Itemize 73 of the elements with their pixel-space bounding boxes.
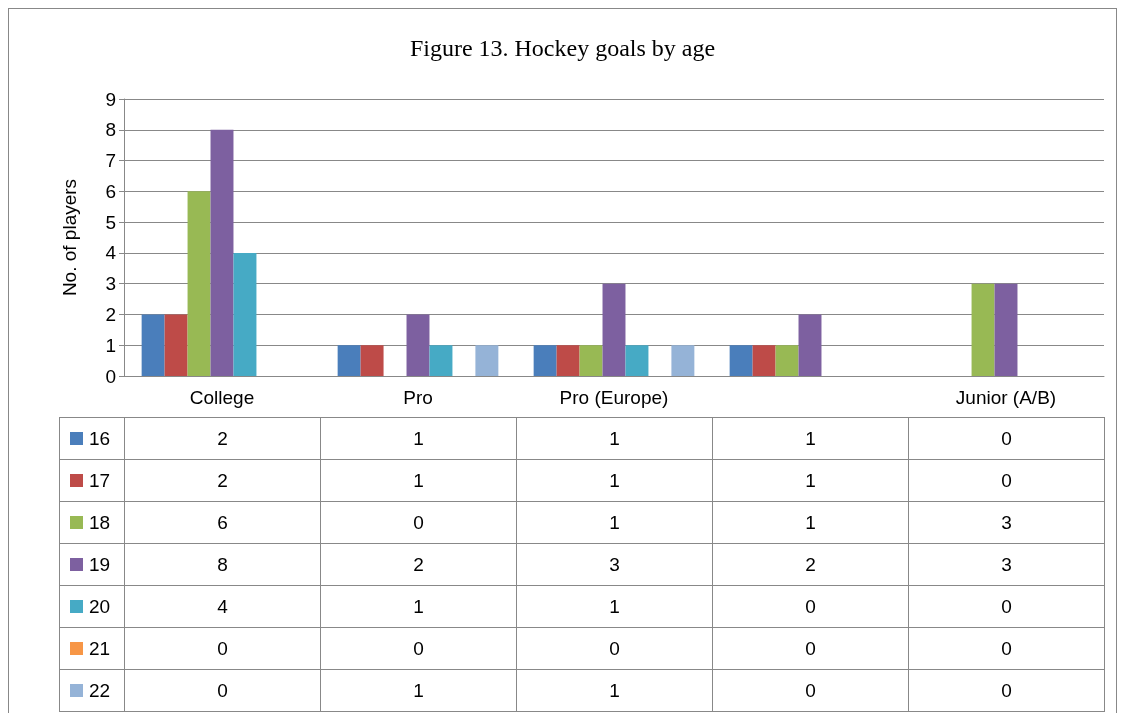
data-label: 1: [712, 501, 909, 544]
x-tick-label: Pro: [403, 387, 433, 408]
legend-label: 16: [89, 427, 111, 449]
bar: [625, 345, 649, 376]
data-label: 0: [712, 669, 909, 712]
x-tick-label: Pro (Europe): [559, 387, 669, 408]
data-label: 0: [712, 585, 909, 628]
data-label: 0: [320, 627, 517, 670]
x-tick-label: Junior (A/B): [955, 387, 1057, 408]
data-label: 1: [320, 585, 517, 628]
bar: [729, 345, 753, 376]
data-label: 1: [320, 459, 517, 502]
data-label: 1: [516, 417, 713, 460]
data-label: 0: [908, 459, 1105, 502]
bar: [233, 252, 257, 376]
legend-label: 22: [89, 679, 111, 701]
bar: [337, 345, 361, 376]
data-label: 0: [908, 669, 1105, 712]
bar: [406, 314, 430, 376]
legend-label: 19: [89, 553, 111, 575]
data-label: 2: [712, 543, 909, 586]
bar: [775, 345, 799, 376]
data-label: 1: [516, 669, 713, 712]
data-label: 1: [712, 417, 909, 460]
x-tick-label: College: [189, 387, 255, 408]
bar: [671, 345, 695, 376]
data-label: 1: [516, 501, 713, 544]
data-label: 0: [320, 501, 517, 544]
legend-label: 21: [89, 637, 111, 659]
y-axis-title: No. of players: [59, 178, 80, 297]
y-tick-label: 1: [105, 334, 116, 356]
y-tick-label: 8: [105, 119, 116, 141]
y-tick-label: 7: [105, 150, 116, 172]
legend-label: 20: [89, 595, 111, 617]
bar: [475, 345, 499, 376]
data-label: 2: [320, 543, 517, 586]
y-tick-label: 0: [105, 365, 116, 387]
bar: [971, 283, 995, 376]
data-label: 1: [516, 459, 713, 502]
data-label: 1: [320, 669, 517, 712]
bar: [141, 314, 165, 376]
bar: [533, 345, 557, 376]
data-label: 1: [712, 459, 909, 502]
bar: [579, 345, 603, 376]
data-label: 0: [908, 627, 1105, 670]
bar: [360, 345, 384, 376]
data-label: 0: [712, 627, 909, 670]
legend-label: 17: [89, 469, 111, 491]
y-tick-label: 6: [105, 180, 116, 202]
data-label: 0: [516, 627, 713, 670]
y-tick-label: 2: [105, 303, 116, 325]
y-tick-label: 3: [105, 273, 116, 295]
bar: [187, 191, 211, 376]
data-label: 3: [516, 543, 713, 586]
data-label: 1: [516, 585, 713, 628]
bar: [994, 283, 1018, 376]
y-tick-label: 4: [105, 242, 117, 264]
y-tick-label: 9: [105, 88, 116, 110]
bar: [602, 283, 626, 376]
data-label: 1: [320, 417, 517, 460]
bar: [210, 129, 234, 376]
data-label: 3: [908, 543, 1105, 586]
bar: [752, 345, 776, 376]
bar: [556, 345, 580, 376]
data-label: 3: [908, 501, 1105, 544]
bar: [164, 314, 188, 376]
bar: [798, 314, 822, 376]
bar: [429, 345, 453, 376]
chart-title: Figure 13. Hockey goals by age: [409, 35, 716, 61]
legend-label: 18: [89, 511, 111, 533]
y-tick-label: 5: [105, 211, 116, 233]
data-label: 0: [908, 417, 1105, 460]
data-label: 0: [908, 585, 1105, 628]
